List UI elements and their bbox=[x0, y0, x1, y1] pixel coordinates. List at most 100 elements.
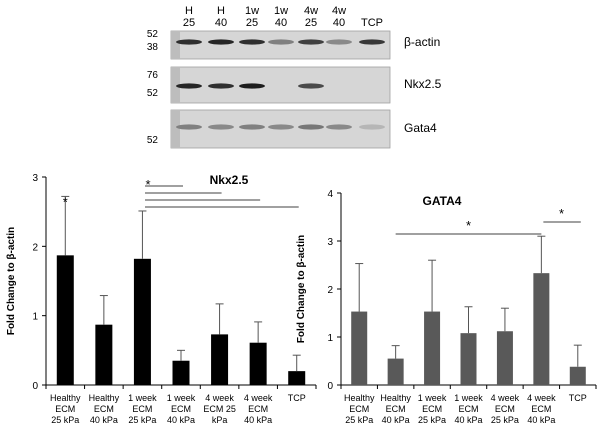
blot-panel bbox=[170, 66, 391, 104]
x-category-label: 40 kPa bbox=[244, 415, 272, 425]
mw-marker: 52 bbox=[147, 135, 159, 146]
x-category-label: ECM bbox=[531, 404, 551, 414]
y-axis-label: Fold Change to β-actin bbox=[296, 235, 307, 343]
blot-band bbox=[176, 83, 202, 89]
lane-label-top: 1w bbox=[245, 5, 259, 17]
blot-band bbox=[298, 124, 324, 130]
x-category-label: Healthy bbox=[50, 393, 81, 403]
blot-band bbox=[239, 83, 265, 89]
bar bbox=[133, 258, 151, 385]
y-tick-label: 2 bbox=[32, 242, 38, 253]
x-category-label: 40 kPa bbox=[90, 415, 118, 425]
x-category-label: 25 kPa bbox=[51, 415, 79, 425]
mw-marker: 76 bbox=[147, 70, 159, 81]
x-category-label: 4 week bbox=[491, 393, 520, 403]
lane-label-top: H bbox=[185, 5, 193, 17]
y-tick-label: 1 bbox=[32, 312, 38, 323]
blot-band bbox=[268, 124, 294, 130]
y-tick-label: 0 bbox=[327, 381, 333, 392]
significance-star: * bbox=[559, 206, 564, 221]
blot-panel bbox=[170, 30, 391, 60]
bar bbox=[172, 360, 190, 385]
lane-label-bottom: 25 bbox=[246, 17, 258, 29]
blot-band bbox=[208, 39, 234, 45]
x-category-label: ECM bbox=[171, 404, 191, 414]
y-tick-label: 2 bbox=[327, 285, 333, 296]
x-category-label: Healthy bbox=[344, 393, 375, 403]
lane-label-bottom: 40 bbox=[275, 17, 287, 29]
x-category-label: 4 week bbox=[527, 393, 556, 403]
protein-label: Gata4 bbox=[404, 121, 437, 135]
x-category-label: 1 week bbox=[454, 393, 483, 403]
x-category-label: 40 kPa bbox=[454, 415, 482, 425]
x-category-label: 25 kPa bbox=[128, 415, 156, 425]
protein-label: Nkx2.5 bbox=[404, 77, 442, 91]
bar bbox=[95, 324, 113, 385]
lane-label-bottom: 40 bbox=[333, 17, 345, 29]
bar bbox=[387, 358, 404, 385]
chart-title: Nkx2.5 bbox=[210, 173, 249, 187]
bar bbox=[424, 311, 441, 385]
x-category-label: 40 kPa bbox=[167, 415, 195, 425]
mw-marker: 38 bbox=[147, 42, 159, 53]
significance-star: * bbox=[63, 194, 68, 209]
bar bbox=[496, 331, 513, 385]
protein-label: β-actin bbox=[404, 35, 440, 49]
blot-band bbox=[326, 124, 352, 130]
y-tick-label: 3 bbox=[327, 237, 333, 248]
bar bbox=[249, 342, 267, 385]
mw-marker: 52 bbox=[147, 88, 159, 99]
lane-label-bottom: 25 bbox=[305, 17, 317, 29]
blot-band bbox=[176, 124, 202, 130]
mw-marker: 52 bbox=[147, 29, 159, 40]
x-category-label: 40 kPa bbox=[382, 415, 410, 425]
lane-label-top: 1w bbox=[274, 5, 288, 17]
blot-band bbox=[239, 124, 265, 130]
y-tick-label: 3 bbox=[32, 173, 38, 184]
x-category-label: 4 week bbox=[244, 393, 273, 403]
x-category-label: 25 kPa bbox=[345, 415, 373, 425]
x-category-label: 1 week bbox=[418, 393, 447, 403]
x-category-label: kPa bbox=[212, 415, 228, 425]
x-category-label: 40 kPa bbox=[527, 415, 555, 425]
blot-band bbox=[298, 83, 324, 89]
x-category-label: 25 kPa bbox=[418, 415, 446, 425]
bar bbox=[533, 273, 550, 385]
blot-band bbox=[176, 39, 202, 45]
blot-band bbox=[208, 124, 234, 130]
chart-title: GATA4 bbox=[423, 194, 462, 208]
bar bbox=[569, 366, 586, 385]
ladder-lane bbox=[171, 67, 180, 103]
lane-label-bottom: TCP bbox=[361, 17, 383, 29]
x-category-label: Healthy bbox=[380, 393, 411, 403]
blot-band bbox=[359, 124, 385, 130]
bar bbox=[211, 334, 229, 385]
y-axis-label: Fold Change to β-actin bbox=[6, 227, 17, 335]
blot-band bbox=[239, 39, 265, 45]
x-category-label: TCP bbox=[569, 393, 587, 403]
x-category-label: 25 kPa bbox=[491, 415, 519, 425]
lane-label-bottom: 25 bbox=[183, 17, 195, 29]
bar bbox=[351, 311, 368, 385]
blot-band bbox=[359, 39, 385, 45]
significance-star: * bbox=[466, 218, 471, 233]
ladder-lane bbox=[171, 110, 180, 148]
x-category-label: 1 week bbox=[167, 393, 196, 403]
lane-label-bottom: 40 bbox=[215, 17, 227, 29]
x-category-label: ECM bbox=[132, 404, 152, 414]
y-tick-label: 4 bbox=[327, 189, 333, 200]
bar bbox=[288, 371, 306, 385]
x-category-label: ECM 25 bbox=[203, 404, 236, 414]
y-tick-label: 0 bbox=[32, 381, 38, 392]
x-category-label: ECM bbox=[386, 404, 406, 414]
bar bbox=[56, 255, 74, 385]
x-category-label: ECM bbox=[55, 404, 75, 414]
lane-label-top: 4w bbox=[304, 5, 318, 17]
bar bbox=[460, 333, 477, 385]
x-category-label: ECM bbox=[94, 404, 114, 414]
x-category-label: 4 week bbox=[205, 393, 234, 403]
x-category-label: Healthy bbox=[89, 393, 120, 403]
